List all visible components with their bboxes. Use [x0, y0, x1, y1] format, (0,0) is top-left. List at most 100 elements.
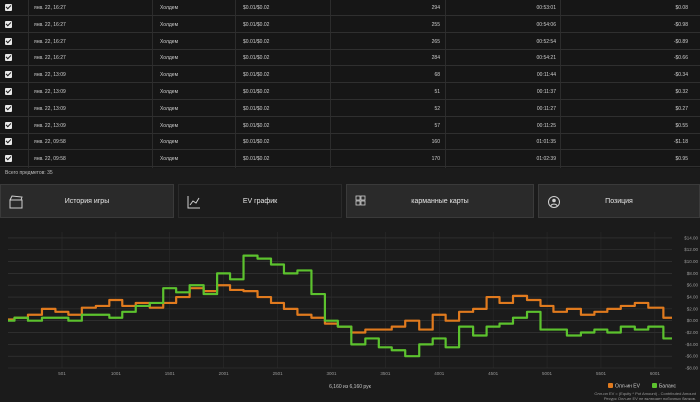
- sessions-table: янв. 22, 16:27 Холдем $0.01/$0.02 294 00:53:…: [0, 0, 700, 168]
- y-tick-label: -$8.00: [685, 366, 698, 371]
- cell-duration: 01:02:39: [536, 156, 556, 163]
- series-line: [8, 254, 672, 358]
- cell-hands: 68: [434, 72, 440, 79]
- cell-game: Холдем: [160, 21, 179, 28]
- y-tick-label: $12.00: [684, 247, 698, 252]
- y-tick-label: $6.00: [687, 283, 699, 288]
- cell-game: Холдем: [160, 89, 179, 95]
- tab-ev-chart[interactable]: EV график: [178, 184, 342, 218]
- row-checkbox[interactable]: [5, 54, 12, 62]
- y-tick-label: $10.00: [684, 259, 698, 264]
- cell-game: Холдем: [160, 72, 179, 79]
- table-row[interactable]: янв. 22, 13:09 Холдем $0.01/$0.02 57 00:11:2…: [0, 118, 700, 134]
- cell-stakes: $0.01/$0.02: [243, 55, 270, 62]
- cell-result: -$1.18: [673, 139, 688, 146]
- cell-duration: 00:52:54: [536, 38, 556, 45]
- y-tick-label: $0.00: [687, 318, 699, 323]
- row-checkbox[interactable]: [5, 155, 12, 163]
- cell-stakes: $0.01/$0.02: [243, 105, 270, 112]
- cell-result: $0.55: [675, 122, 688, 129]
- x-tick-label: 1501: [165, 371, 176, 376]
- column-divider: [235, 0, 236, 168]
- cell-hands: 52: [434, 105, 440, 112]
- y-tick-label: $14.00: [684, 235, 698, 240]
- cell-date: янв. 22, 13:09: [34, 89, 66, 95]
- report-tabs: История игры EV график карманные карты П…: [0, 184, 700, 218]
- position-icon: [548, 196, 560, 208]
- cell-stakes: $0.01/$0.02: [243, 139, 270, 146]
- cell-duration: 00:54:06: [536, 21, 556, 28]
- cell-game: Холдем: [160, 55, 179, 62]
- row-checkbox[interactable]: [5, 4, 12, 11]
- cell-hands: 284: [431, 55, 440, 62]
- grid-icon: [355, 195, 366, 206]
- cell-game: Холдем: [160, 156, 179, 163]
- table-row[interactable]: янв. 22, 13:09 Холдем $0.01/$0.02 52 00:11:2…: [0, 101, 700, 117]
- ev-footnote: Олл-ин EV = (Equity * Pot Amount) - Cont…: [594, 391, 696, 401]
- ev-chart: $14.00 $12.00 $10.00 $8.00 $6.00 $4.00 $2.00 $0…: [8, 232, 699, 390]
- column-divider: [152, 0, 153, 168]
- cell-date: янв. 22, 09:58: [34, 156, 66, 163]
- cell-stakes: $0.01/$0.02: [243, 38, 270, 45]
- row-checkbox[interactable]: [5, 121, 12, 129]
- table-row[interactable]: янв. 22, 09:58 Холдем $0.01/$0.02 160 01:01:…: [0, 134, 700, 151]
- table-row[interactable]: янв. 22, 16:27 Холдем $0.01/$0.02 284 00:54:…: [0, 50, 700, 67]
- table-row[interactable]: янв. 22, 13:09 Холдем $0.01/$0.02 68 00:11:4…: [0, 67, 700, 84]
- ev-formula-note: Олл-ин EV = (Equity * Pot Amount) - Cont…: [594, 391, 696, 396]
- cell-date: янв. 22, 13:09: [34, 72, 66, 79]
- x-tick-label: 5001: [542, 371, 553, 376]
- cell-stakes: $0.01/$0.02: [243, 89, 270, 95]
- y-tick-label: $2.00: [687, 306, 699, 311]
- column-divider: [330, 0, 331, 168]
- tab-position[interactable]: Позиция: [538, 184, 700, 218]
- cell-date: янв. 22, 13:09: [34, 105, 66, 112]
- row-checkbox[interactable]: [5, 20, 12, 28]
- y-tick-label: $4.00: [687, 295, 699, 300]
- cell-hands: 265: [431, 38, 440, 45]
- table-row[interactable]: янв. 22, 16:27 Холдем $0.01/$0.02 255 00:54:…: [0, 17, 700, 33]
- table-row[interactable]: янв. 22, 09:58 Холдем $0.01/$0.02 170 01:02:…: [0, 151, 700, 168]
- cell-date: янв. 22, 16:27: [34, 38, 66, 45]
- cell-game: Холдем: [160, 105, 179, 112]
- cell-hands: 255: [431, 21, 440, 28]
- cell-stakes: $0.01/$0.02: [243, 5, 270, 11]
- row-checkbox[interactable]: [5, 104, 12, 112]
- cell-date: янв. 22, 16:27: [34, 55, 66, 62]
- cell-date: янв. 22, 16:27: [34, 21, 66, 28]
- x-tick-label: 4001: [434, 371, 445, 376]
- table-row[interactable]: янв. 22, 16:27 Холдем $0.01/$0.02 265 00:52:…: [0, 34, 700, 50]
- x-tick-label: 3501: [380, 371, 391, 376]
- clapperboard-icon: [9, 195, 23, 209]
- tab-label: карманные карты: [411, 198, 469, 205]
- legend-swatch: [608, 383, 613, 388]
- cell-duration: 01:01:35: [536, 139, 556, 146]
- table-row[interactable]: янв. 22, 16:27 Холдем $0.01/$0.02 294 00:53:…: [0, 0, 700, 16]
- y-tick-label: $8.00: [687, 271, 699, 276]
- row-checkbox[interactable]: [5, 71, 12, 79]
- cell-hands: 51: [434, 89, 440, 95]
- column-divider: [560, 0, 561, 168]
- cell-duration: 00:11:37: [536, 89, 556, 95]
- table-row[interactable]: янв. 22, 13:09 Холдем $0.01/$0.02 51 00:11:3…: [0, 84, 700, 100]
- cell-hands: 160: [431, 139, 440, 146]
- cell-duration: 00:53:01: [536, 5, 556, 11]
- cell-result: $0.32: [675, 89, 688, 95]
- column-divider: [28, 0, 29, 168]
- cell-stakes: $0.01/$0.02: [243, 122, 270, 129]
- row-checkbox[interactable]: [5, 88, 12, 95]
- row-checkbox[interactable]: [5, 37, 12, 45]
- tab-game-history[interactable]: История игры: [0, 184, 174, 218]
- legend-label: Олл-ин EV: [615, 384, 641, 390]
- x-tick-label: 501: [58, 371, 66, 376]
- cell-game: Холдем: [160, 122, 179, 129]
- tab-pocket-cards[interactable]: карманные карты: [346, 184, 534, 218]
- cell-duration: 00:11:44: [536, 72, 556, 79]
- x-tick-label: 4501: [488, 371, 499, 376]
- cell-duration: 00:11:27: [536, 105, 556, 112]
- cell-date: янв. 22, 13:09: [34, 122, 66, 129]
- tab-label: История игры: [64, 198, 110, 205]
- legend-label: Баланс: [659, 384, 677, 390]
- x-tick-label: 6001: [650, 371, 661, 376]
- row-checkbox[interactable]: [5, 138, 12, 146]
- legend-swatch: [652, 383, 657, 388]
